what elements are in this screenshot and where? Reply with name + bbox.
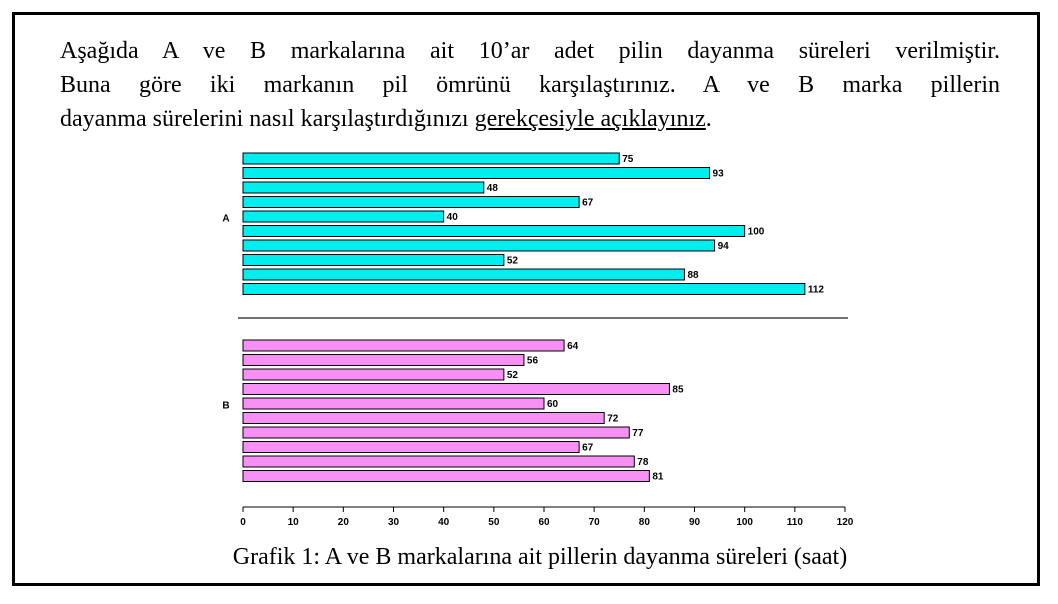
data-label: 52 bbox=[507, 256, 519, 267]
x-tick-label: 10 bbox=[288, 517, 300, 528]
x-tick-label: 70 bbox=[589, 517, 601, 528]
x-tick-label: 120 bbox=[837, 517, 854, 528]
bar bbox=[242, 225, 746, 237]
bar bbox=[242, 167, 711, 179]
bar bbox=[242, 181, 485, 194]
data-label: 67 bbox=[582, 198, 594, 209]
x-tick-label: 30 bbox=[388, 517, 400, 528]
data-label: 77 bbox=[632, 428, 644, 439]
data-label: 93 bbox=[713, 169, 725, 180]
x-tick-label: 60 bbox=[538, 517, 550, 528]
paragraph: Aşağıda A ve B markalarına ait 10’ar ade… bbox=[60, 34, 1000, 136]
bar bbox=[242, 210, 445, 223]
data-label: 64 bbox=[567, 341, 579, 352]
x-tick-label: 0 bbox=[240, 517, 246, 528]
bar bbox=[242, 283, 806, 295]
frame bbox=[12, 12, 1040, 586]
bar bbox=[242, 455, 635, 468]
data-label: 60 bbox=[547, 399, 559, 410]
data-label: 75 bbox=[622, 154, 634, 165]
bar bbox=[242, 339, 565, 352]
x-tick-label: 40 bbox=[438, 517, 450, 528]
bar bbox=[242, 239, 716, 252]
data-label: 52 bbox=[507, 370, 519, 381]
data-label: 94 bbox=[718, 241, 730, 252]
bar bbox=[242, 470, 650, 482]
x-tick-label: 100 bbox=[736, 517, 753, 528]
bar bbox=[242, 412, 605, 424]
data-label: 67 bbox=[582, 443, 594, 454]
bar bbox=[242, 426, 630, 439]
group-label: B bbox=[222, 401, 229, 412]
data-label: 72 bbox=[607, 414, 619, 425]
data-label: 88 bbox=[687, 270, 699, 281]
x-tick-label: 90 bbox=[689, 517, 701, 528]
underlined-text: gerekçesiyle açıklayınız bbox=[474, 106, 706, 132]
data-label: 100 bbox=[748, 227, 765, 238]
bar bbox=[242, 368, 505, 381]
bar bbox=[242, 254, 505, 266]
data-label: 40 bbox=[447, 212, 459, 223]
data-label: 81 bbox=[652, 472, 664, 483]
data-label: 112 bbox=[808, 285, 825, 296]
data-label: 85 bbox=[672, 385, 684, 396]
text-line: dayanma sürelerini nasıl karşılaştırdığı… bbox=[60, 102, 1000, 136]
data-label: 56 bbox=[527, 356, 539, 367]
x-tick-label: 20 bbox=[338, 517, 350, 528]
bar bbox=[242, 383, 670, 395]
text: . bbox=[705, 106, 712, 132]
bar bbox=[242, 397, 545, 410]
x-tick-label: 80 bbox=[639, 517, 651, 528]
text: dayanma sürelerini nasıl karşılaştırdığı… bbox=[60, 106, 475, 132]
text-line: Buna göre iki markanın pil ömrünü karşıl… bbox=[60, 72, 1000, 98]
text-line: Aşağıda A ve B markalarına ait 10’ar ade… bbox=[60, 38, 1000, 64]
chart-caption: Grafik 1: A ve B markalarına ait pilleri… bbox=[233, 544, 847, 570]
bar bbox=[242, 196, 580, 208]
bar bbox=[242, 354, 525, 366]
x-tick-label: 50 bbox=[488, 517, 500, 528]
data-label: 48 bbox=[487, 183, 499, 194]
bar bbox=[242, 268, 685, 281]
x-tick-label: 110 bbox=[787, 517, 804, 528]
group-label: A bbox=[222, 214, 229, 225]
bar bbox=[242, 441, 580, 453]
bar bbox=[242, 152, 620, 165]
data-label: 78 bbox=[637, 457, 649, 468]
